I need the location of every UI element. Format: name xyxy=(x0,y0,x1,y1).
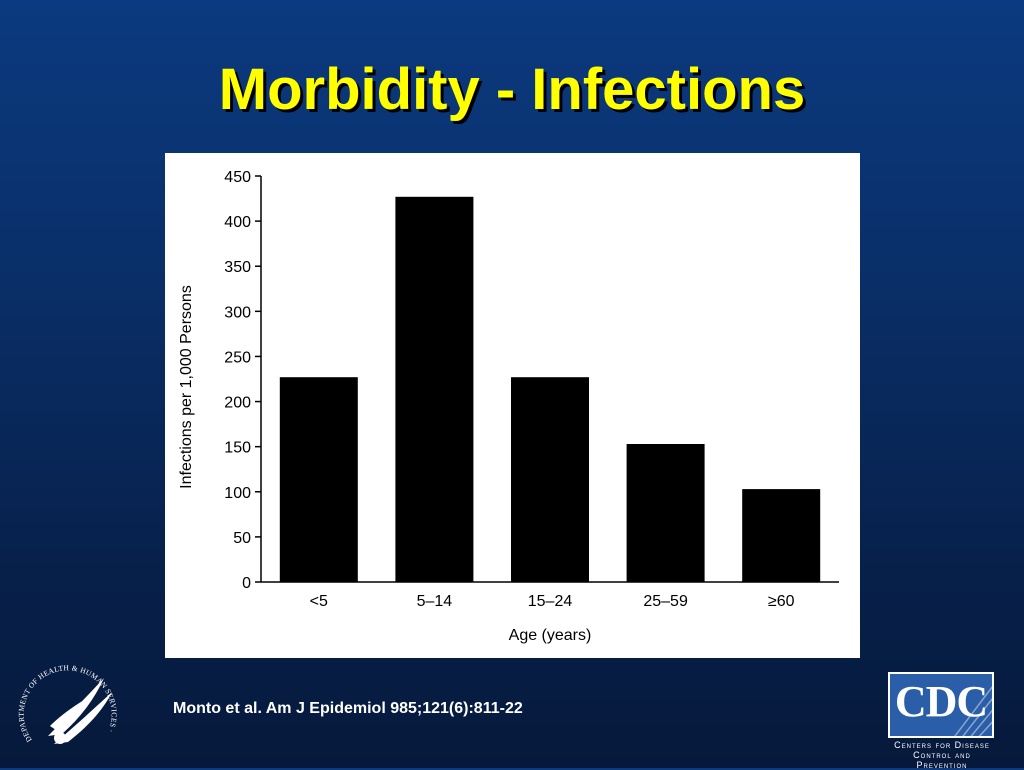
y-tick-label-8: 400 xyxy=(224,214,251,231)
bars-group xyxy=(279,196,821,583)
y-tick-label-9: 450 xyxy=(224,169,251,186)
cdc-logo-line2: Control and Prevention xyxy=(913,750,971,770)
bar-chart: 0 50 100 150 200 250 300 350 400 450 <5 5–14 15–24 2… xyxy=(178,169,839,644)
cdc-logo-line1: Centers for Disease xyxy=(894,740,990,750)
bar-2 xyxy=(511,377,589,582)
x-tick-label-2: 15–24 xyxy=(528,593,573,610)
bar-1 xyxy=(395,196,474,583)
chart-panel: 0 50 100 150 200 250 300 350 400 450 <5 5–14 15–24 2… xyxy=(165,153,860,658)
slide-title: Morbidity - Infections xyxy=(218,57,806,122)
cdc-logo: CDC Centers for Disease Control and Prev… xyxy=(886,672,998,770)
hhs-seal-text: DEPARTMENT OF HEALTH & HUMAN SERVICES · … xyxy=(14,652,118,744)
y-axis-title: Infections per 1,000 Persons xyxy=(178,285,195,489)
x-ticks-group: <5 5–14 15–24 25–59 ≥60 xyxy=(310,593,795,610)
y-tick-label-4: 200 xyxy=(224,395,251,412)
svg-text:DEPARTMENT OF HEALTH & HUMAN S: DEPARTMENT OF HEALTH & HUMAN SERVICES · … xyxy=(14,652,119,744)
bar-4 xyxy=(742,489,821,582)
citation: Monto et al. Am J Epidemiol 985;121(6):8… xyxy=(173,700,523,717)
y-tick-label-7: 350 xyxy=(224,259,251,276)
x-tick-label-4: ≥60 xyxy=(768,593,795,610)
y-tick-label-2: 100 xyxy=(224,485,251,502)
cdc-logo-box: CDC xyxy=(888,672,994,738)
x-axis-title: Age (years) xyxy=(509,627,592,644)
y-tick-label-3: 150 xyxy=(224,440,251,457)
hhs-seal-logo: DEPARTMENT OF HEALTH & HUMAN SERVICES · … xyxy=(14,652,119,744)
y-tick-label-5: 250 xyxy=(224,349,251,366)
x-tick-label-0: <5 xyxy=(310,593,328,610)
x-tick-label-1: 5–14 xyxy=(417,593,453,610)
y-tick-label-6: 300 xyxy=(224,304,251,321)
bar-0 xyxy=(279,377,358,582)
bar-3 xyxy=(626,444,705,582)
x-tick-label-3: 25–59 xyxy=(643,593,688,610)
y-ticks-group: 0 50 100 150 200 250 300 350 400 450 xyxy=(224,169,261,592)
y-tick-label-0: 0 xyxy=(242,575,251,592)
cdc-logo-letters: CDC xyxy=(894,677,988,726)
y-tick-label-1: 50 xyxy=(233,530,251,547)
cdc-logo-rays xyxy=(954,686,992,736)
